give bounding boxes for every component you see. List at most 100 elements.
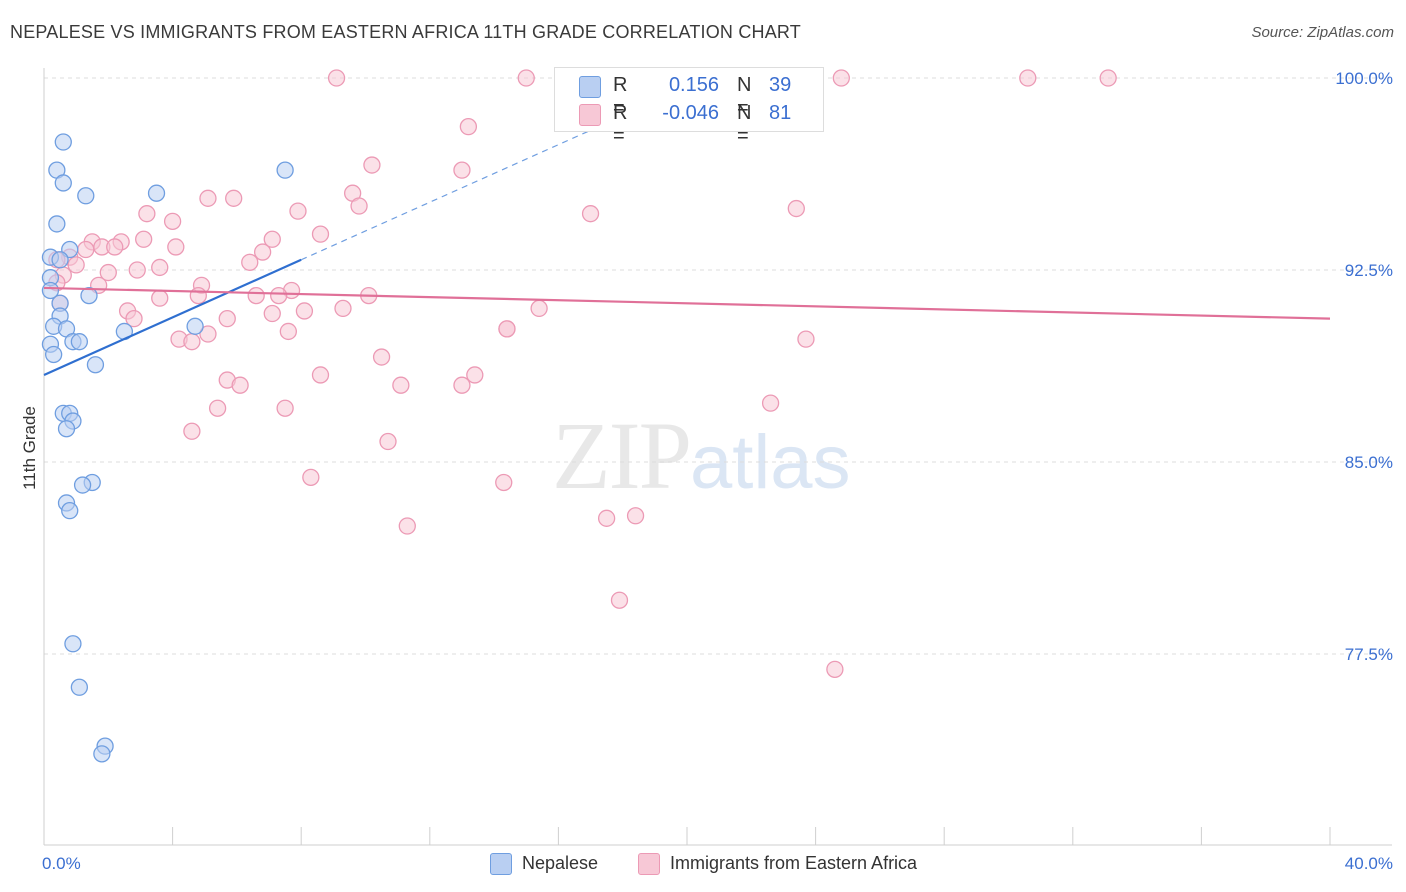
series-legend-label: Nepalese bbox=[522, 853, 599, 873]
eastern-africa-point bbox=[128, 261, 146, 279]
eastern-africa-point bbox=[311, 225, 330, 243]
eastern-africa-point bbox=[231, 376, 249, 394]
legend-r-value: 0.156 bbox=[668, 74, 719, 96]
eastern-africa-point bbox=[626, 507, 645, 525]
eastern-africa-point bbox=[241, 253, 259, 271]
eastern-africa-point bbox=[199, 325, 217, 343]
eastern-africa-point bbox=[208, 399, 227, 417]
nepalese-point bbox=[77, 187, 95, 205]
eastern-africa-point bbox=[466, 366, 484, 384]
eastern-africa-point bbox=[99, 263, 117, 282]
eastern-africa-point bbox=[167, 238, 185, 256]
eastern-africa-point bbox=[392, 376, 410, 394]
y-tick-label: 85.0% bbox=[1345, 453, 1393, 472]
eastern-africa-point bbox=[125, 309, 143, 328]
x-tick-label: 40.0% bbox=[1345, 854, 1393, 873]
nepalese-trendline-extension bbox=[300, 108, 640, 261]
eastern-africa-point bbox=[1019, 69, 1037, 87]
x-tick-label: 0.0% bbox=[42, 854, 81, 873]
nepalese-point bbox=[86, 356, 105, 374]
eastern-africa-point bbox=[327, 69, 346, 87]
eastern-africa-point bbox=[797, 330, 815, 348]
eastern-africa-point bbox=[498, 320, 516, 338]
nepalese-point bbox=[276, 161, 294, 179]
eastern-africa-point bbox=[276, 399, 294, 417]
nepalese-point bbox=[57, 420, 76, 438]
nepalese-point bbox=[186, 317, 204, 335]
eastern-africa-point bbox=[253, 243, 272, 261]
nepalese-point bbox=[44, 345, 63, 364]
series-swatch-blue bbox=[490, 853, 512, 875]
eastern-africa-point bbox=[151, 289, 169, 307]
eastern-africa-point bbox=[1099, 69, 1117, 87]
eastern-africa-point bbox=[295, 302, 314, 320]
nepalese-point bbox=[61, 501, 79, 520]
correlation-legend: R = 0.156 N = 39 R = -0.046 N = 81 bbox=[554, 67, 824, 147]
legend-r-label: R = bbox=[613, 74, 628, 119]
y-tick-label: 100.0% bbox=[1335, 69, 1393, 88]
nepalese-point bbox=[54, 133, 72, 151]
eastern-africa-point bbox=[263, 304, 281, 323]
eastern-africa-point bbox=[225, 189, 243, 207]
series-legend-label: Immigrants from Eastern Africa bbox=[670, 853, 918, 873]
eastern-africa-trendline bbox=[43, 286, 1331, 320]
eastern-africa-point bbox=[106, 238, 124, 256]
eastern-africa-point bbox=[379, 432, 397, 451]
eastern-africa-point bbox=[263, 230, 281, 248]
legend-n-label: N = bbox=[737, 74, 752, 119]
eastern-africa-point bbox=[581, 205, 600, 223]
eastern-africa-point bbox=[289, 202, 307, 220]
legend-n-value: 39 bbox=[769, 74, 792, 96]
nepalese-point bbox=[48, 215, 66, 233]
nepalese-point bbox=[54, 174, 72, 192]
eastern-africa-point bbox=[77, 240, 95, 259]
eastern-africa-point bbox=[135, 230, 153, 248]
eastern-africa-point bbox=[218, 309, 236, 328]
nepalese-point bbox=[80, 286, 98, 305]
nepalese-point bbox=[93, 745, 111, 763]
legend-r-label: R = bbox=[613, 102, 628, 147]
eastern-africa-point bbox=[787, 199, 805, 218]
eastern-africa-point bbox=[183, 422, 201, 440]
eastern-africa-point bbox=[832, 69, 850, 87]
eastern-africa-point bbox=[334, 299, 352, 318]
eastern-africa-point bbox=[302, 468, 320, 487]
eastern-africa-point bbox=[761, 394, 780, 412]
eastern-africa-point bbox=[311, 366, 330, 384]
eastern-africa-point bbox=[279, 322, 297, 341]
eastern-africa-point bbox=[67, 256, 85, 274]
nepalese-point bbox=[73, 476, 92, 494]
legend-n-value: 81 bbox=[769, 102, 792, 124]
nepalese-point bbox=[64, 635, 82, 653]
eastern-africa-point bbox=[270, 286, 288, 305]
eastern-africa-point bbox=[189, 286, 207, 305]
eastern-africa-point bbox=[453, 161, 471, 179]
legend-n-label: N = bbox=[737, 102, 752, 147]
nepalese-point bbox=[70, 678, 89, 696]
eastern-africa-point bbox=[247, 286, 265, 305]
y-axis-label: 11th Grade bbox=[20, 406, 39, 490]
series-legend: Nepalese Immigrants from Eastern Africa bbox=[0, 852, 1406, 878]
eastern-africa-point bbox=[398, 517, 416, 535]
eastern-africa-point bbox=[453, 376, 471, 394]
eastern-africa-point bbox=[350, 197, 368, 215]
eastern-africa-point bbox=[826, 660, 844, 679]
eastern-africa-point bbox=[372, 348, 391, 366]
nepalese-point bbox=[51, 251, 69, 269]
legend-r-value: -0.046 bbox=[662, 102, 719, 124]
legend-swatch-blue bbox=[579, 76, 601, 98]
eastern-africa-point bbox=[163, 212, 182, 231]
eastern-africa-point bbox=[138, 205, 156, 223]
y-tick-label: 92.5% bbox=[1345, 261, 1393, 280]
watermark-zip: ZIP bbox=[552, 402, 692, 509]
eastern-africa-point bbox=[610, 591, 629, 609]
y-tick-label: 77.5% bbox=[1345, 645, 1393, 664]
eastern-africa-point bbox=[459, 117, 478, 136]
eastern-africa-point bbox=[517, 69, 535, 87]
source-label: Source: ZipAtlas.com bbox=[1251, 24, 1394, 41]
eastern-africa-point bbox=[183, 333, 201, 351]
eastern-africa-point bbox=[151, 258, 169, 277]
legend-swatch-pink bbox=[579, 104, 601, 126]
nepalese-trendline bbox=[43, 258, 302, 376]
